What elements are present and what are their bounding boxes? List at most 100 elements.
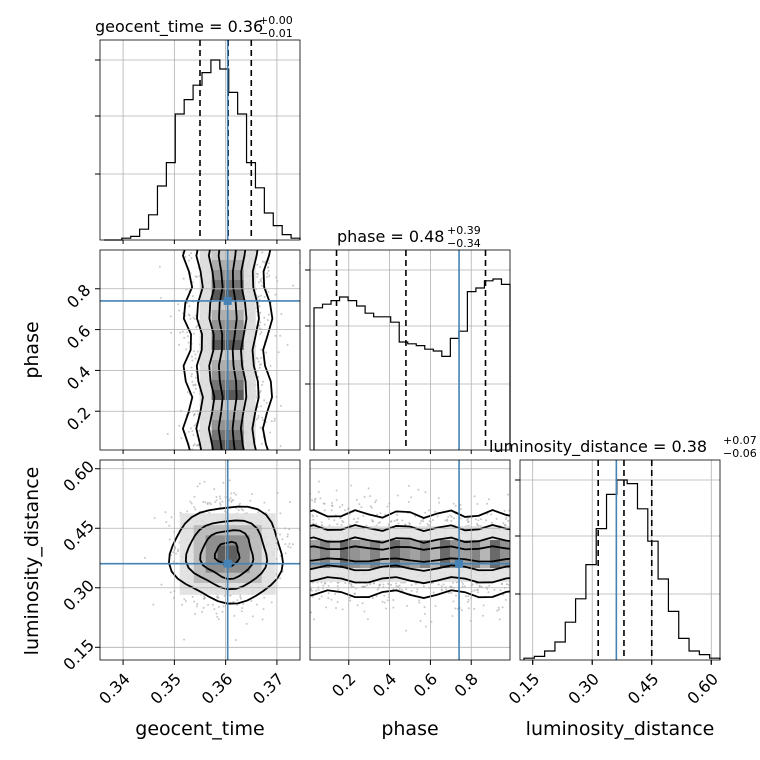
sample-point [386,505,389,508]
sample-point [279,334,282,337]
hist-panel-luminosity_distance [515,459,721,661]
sample-point [485,519,488,522]
contour-line [310,509,510,599]
sample-point [193,413,196,416]
sample-point [319,497,322,500]
contour-line [168,505,284,605]
sample-point [383,594,386,597]
sample-point [239,595,242,598]
sample-point [315,589,318,592]
sample-point [405,604,408,607]
sample-point [258,305,261,308]
sample-point [407,500,410,503]
sample-point [257,376,260,379]
density-cell [330,540,340,569]
sample-point [320,523,323,526]
sample-point [410,583,413,586]
sample-point [320,521,323,524]
sample-point [193,424,196,427]
sample-point [482,604,485,607]
sample-point [459,508,462,511]
sample-point [191,380,194,383]
sample-point [421,520,424,523]
sample-point [341,608,344,611]
sample-point [187,259,190,262]
sample-point [238,502,241,505]
sample-point [256,273,259,276]
sample-point [486,502,489,505]
sample-point [361,602,364,605]
sample-point [317,480,320,483]
contour-line [213,540,241,568]
sample-point [446,518,449,521]
x-tick-label: 0.30 [564,669,603,708]
sample-point [334,592,337,595]
sample-point [375,499,378,502]
contour-line [199,529,255,580]
sample-point [459,503,462,506]
sample-point [191,359,194,362]
sample-point [466,518,469,521]
sample-point [211,603,214,606]
contour-line [310,524,510,585]
sample-point [214,501,217,504]
sample-point [251,615,254,618]
sample-point [369,505,372,508]
sample-point [168,524,171,527]
sample-point [426,522,429,525]
sample-point [236,599,239,602]
density-cell [360,540,370,569]
sample-point [378,583,381,586]
sample-point [279,404,282,407]
density-cell [500,540,510,569]
scatter-panel-phase-luminosity_distance [309,459,511,661]
sample-point [169,591,172,594]
sample-point [165,521,168,524]
sample-point [358,503,361,506]
sample-point [245,622,248,625]
sample-point [454,504,457,507]
title-phase: phase = 0.48 [337,227,444,246]
sample-point [333,519,336,522]
sample-point [478,585,481,588]
sample-point [255,603,258,606]
sample-point [262,608,265,611]
sample-point [501,606,504,609]
sample-point [498,618,501,621]
sample-point [263,399,266,402]
sample-point [258,327,261,330]
sample-point [279,445,282,448]
truth-marker [455,559,464,568]
x-tick-label: 0.37 [249,669,288,708]
sample-point [330,598,333,601]
sample-point [256,275,259,278]
sample-point [262,380,265,383]
sample-point [432,581,435,584]
sample-point [258,324,261,327]
sample-point [178,343,181,346]
sample-point [191,295,194,298]
contour-line [217,250,238,450]
sample-point [266,319,269,322]
title-geocent_time-upper: +0.00 [259,14,293,27]
sample-point [260,331,263,334]
sample-point [311,499,314,502]
sample-point [355,498,358,501]
sample-point [404,629,407,632]
sample-point [170,554,173,557]
sample-point [209,503,212,506]
sample-point [431,519,434,522]
sample-point [258,366,261,369]
sample-point [263,261,266,264]
sample-point [390,583,393,586]
sample-point [424,491,427,494]
sample-point [504,524,507,527]
sample-point [386,582,389,585]
sample-point [488,584,491,587]
sample-point [505,583,508,586]
xlabel-phase: phase [381,718,438,740]
sample-point [203,480,206,483]
sample-point [193,317,196,320]
sample-point [454,607,457,610]
density-cell [350,540,360,569]
